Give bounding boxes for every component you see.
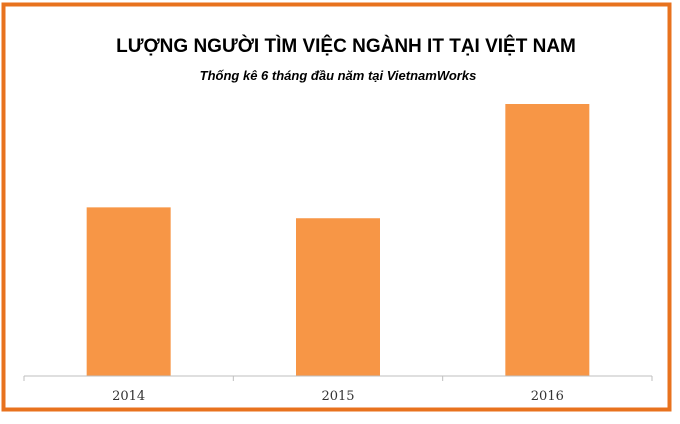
bar-2015 (296, 218, 380, 376)
bar-2016 (505, 104, 590, 376)
x-tick-label-2014: 2014 (112, 389, 145, 404)
x-tick-label-2016: 2016 (531, 389, 564, 404)
chart-subtitle: Thống kê 6 tháng đầu năm tại VietnamWork… (200, 68, 477, 83)
bar-2014 (86, 207, 171, 376)
plot-area: 2014 2015 2016 (23, 104, 653, 404)
x-tick-label-2015: 2015 (321, 389, 354, 404)
chart-title: LƯỢNG NGƯỜI TÌM VIỆC NGÀNH IT TẠI VIỆT N… (116, 35, 576, 57)
